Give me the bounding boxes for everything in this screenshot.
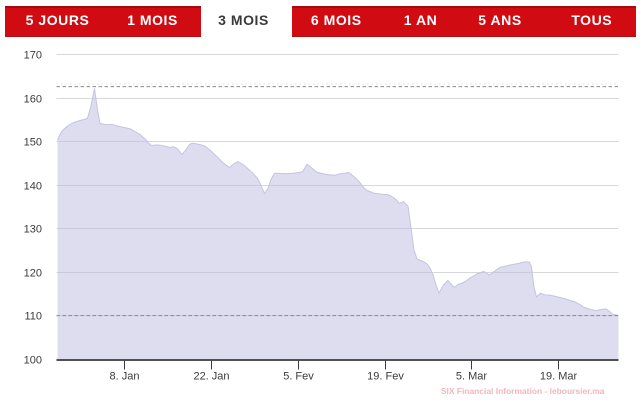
svg-text:19. Fev: 19. Fev xyxy=(367,371,404,383)
svg-text:150: 150 xyxy=(24,136,42,148)
svg-text:120: 120 xyxy=(24,267,42,279)
svg-text:170: 170 xyxy=(24,49,42,61)
svg-text:130: 130 xyxy=(24,223,42,235)
svg-text:110: 110 xyxy=(24,310,42,322)
svg-text:22. Jan: 22. Jan xyxy=(193,371,229,383)
svg-text:SIX Financial Information - le: SIX Financial Information - leboursier.m… xyxy=(441,386,605,396)
svg-text:5. Fev: 5. Fev xyxy=(283,371,314,383)
svg-text:19. Mar: 19. Mar xyxy=(540,371,578,383)
svg-text:100: 100 xyxy=(24,354,42,366)
svg-text:8. Jan: 8. Jan xyxy=(110,371,140,383)
svg-text:5. Mar: 5. Mar xyxy=(456,371,488,383)
svg-text:140: 140 xyxy=(24,180,42,192)
svg-text:160: 160 xyxy=(24,93,42,105)
